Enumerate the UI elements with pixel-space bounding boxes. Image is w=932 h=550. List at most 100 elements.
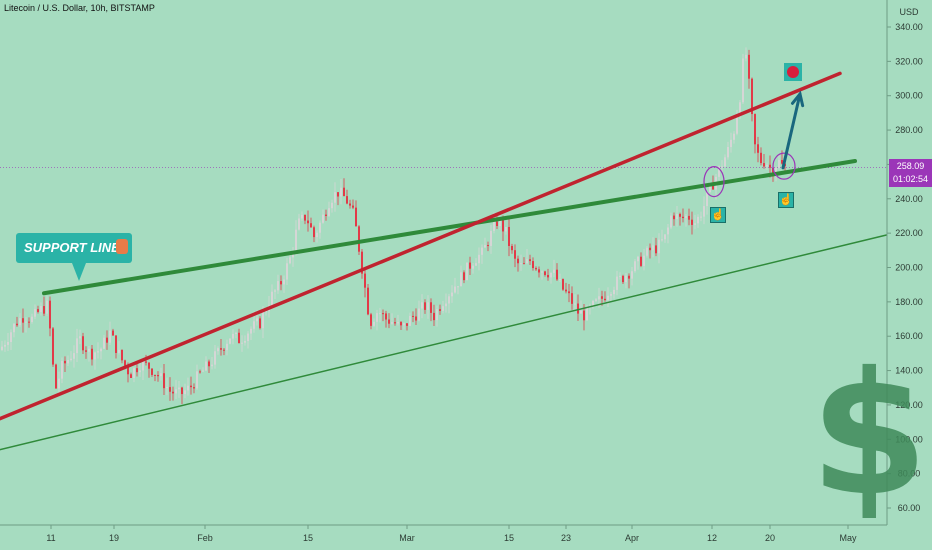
candle-body xyxy=(430,302,432,313)
candle-body xyxy=(772,167,774,177)
candle-body xyxy=(370,314,372,326)
candle-body xyxy=(142,361,144,371)
candle-body xyxy=(565,289,567,292)
candle-body xyxy=(61,360,63,379)
candle-body xyxy=(196,371,198,389)
candle-body xyxy=(358,226,360,252)
candle-body xyxy=(712,183,714,190)
candle-body xyxy=(73,353,75,359)
candle-body xyxy=(214,351,216,365)
candle-body xyxy=(4,344,6,347)
countdown-timer: 01:02:54 xyxy=(892,174,929,184)
candle-body xyxy=(757,144,759,153)
candle-body xyxy=(13,323,15,333)
candle-body xyxy=(94,352,96,360)
candle-body xyxy=(169,387,171,392)
candle-body xyxy=(379,313,381,315)
candle-body xyxy=(58,378,60,389)
candle-body xyxy=(421,302,423,309)
candle-body xyxy=(46,300,48,314)
candle-body xyxy=(67,360,69,364)
candle-body xyxy=(286,263,288,280)
candle-body xyxy=(547,274,549,278)
y-tick-label: 120.00 xyxy=(895,400,923,410)
candlestick-series xyxy=(1,47,786,405)
candle-body xyxy=(373,321,375,326)
candle-body xyxy=(160,373,162,377)
candle-body xyxy=(301,214,303,219)
y-tick-label: 220.00 xyxy=(895,228,923,238)
retest-circle xyxy=(772,152,796,180)
candle-body xyxy=(85,350,87,352)
candle-body xyxy=(601,296,603,299)
candle-body xyxy=(598,296,600,300)
candle-body xyxy=(703,206,705,217)
candle-body xyxy=(658,239,660,254)
chart-title: Litecoin / U.S. Dollar, 10h, BITSTAMP xyxy=(4,3,155,13)
candle-body xyxy=(154,374,156,376)
candle-body xyxy=(544,271,546,275)
candle-body xyxy=(340,187,342,197)
candle-body xyxy=(367,287,369,315)
candle-body xyxy=(100,348,102,352)
candle-body xyxy=(553,269,555,273)
x-tick-label: 15 xyxy=(303,533,313,543)
candle-body xyxy=(52,328,54,365)
candle-body xyxy=(28,321,30,323)
candle-body xyxy=(337,192,339,197)
candle-body xyxy=(79,336,81,339)
support-line-callout: SUPPORT LINE xyxy=(16,233,132,281)
dollar-sign-icon: $ xyxy=(810,336,929,534)
candle-body xyxy=(283,279,285,285)
candle-body xyxy=(274,290,276,292)
explosion-icon xyxy=(784,63,802,81)
candle-body xyxy=(322,214,324,223)
candle-body xyxy=(487,245,489,247)
candle-body xyxy=(754,114,756,145)
candle-body xyxy=(733,133,735,140)
candle-body xyxy=(409,315,411,326)
candle-body xyxy=(475,263,477,266)
candle-body xyxy=(502,218,504,232)
candle-body xyxy=(436,309,438,321)
last-price-value: 258.09 xyxy=(896,161,925,171)
candle-body xyxy=(211,364,213,367)
candle-body xyxy=(583,310,585,321)
x-tick-label: Apr xyxy=(625,533,639,543)
candle-body xyxy=(16,323,18,326)
candle-body xyxy=(112,330,114,336)
candle-body xyxy=(199,371,201,373)
candle-body xyxy=(466,262,468,281)
candle-body xyxy=(361,251,363,274)
candle-body xyxy=(490,230,492,246)
candle-body xyxy=(352,205,354,208)
candle-body xyxy=(397,322,399,324)
candle-body xyxy=(559,279,561,281)
candle-body xyxy=(88,348,90,352)
candle-body xyxy=(70,358,72,361)
candle-body xyxy=(349,203,351,206)
candle-body xyxy=(661,239,663,241)
candle-body xyxy=(472,265,474,269)
candle-body xyxy=(721,166,723,168)
candle-body xyxy=(22,318,24,323)
candle-body xyxy=(427,302,429,310)
candle-body xyxy=(451,292,453,297)
candle-body xyxy=(748,54,750,79)
candle-body xyxy=(310,223,312,228)
candle-body xyxy=(433,312,435,321)
candle-body xyxy=(571,293,573,304)
candle-body xyxy=(298,218,300,230)
candle-body xyxy=(193,387,195,389)
y-tick-label: 60.00 xyxy=(898,503,921,513)
candle-body xyxy=(550,272,552,278)
candle-body xyxy=(745,54,747,59)
x-tick-label: 15 xyxy=(504,533,514,543)
candle-body xyxy=(619,275,621,277)
candle-body xyxy=(676,213,678,220)
support-line-label: SUPPORT LINE xyxy=(24,240,120,255)
candle-body xyxy=(31,316,33,323)
candle-body xyxy=(43,306,45,314)
breakout-circle xyxy=(703,166,725,198)
